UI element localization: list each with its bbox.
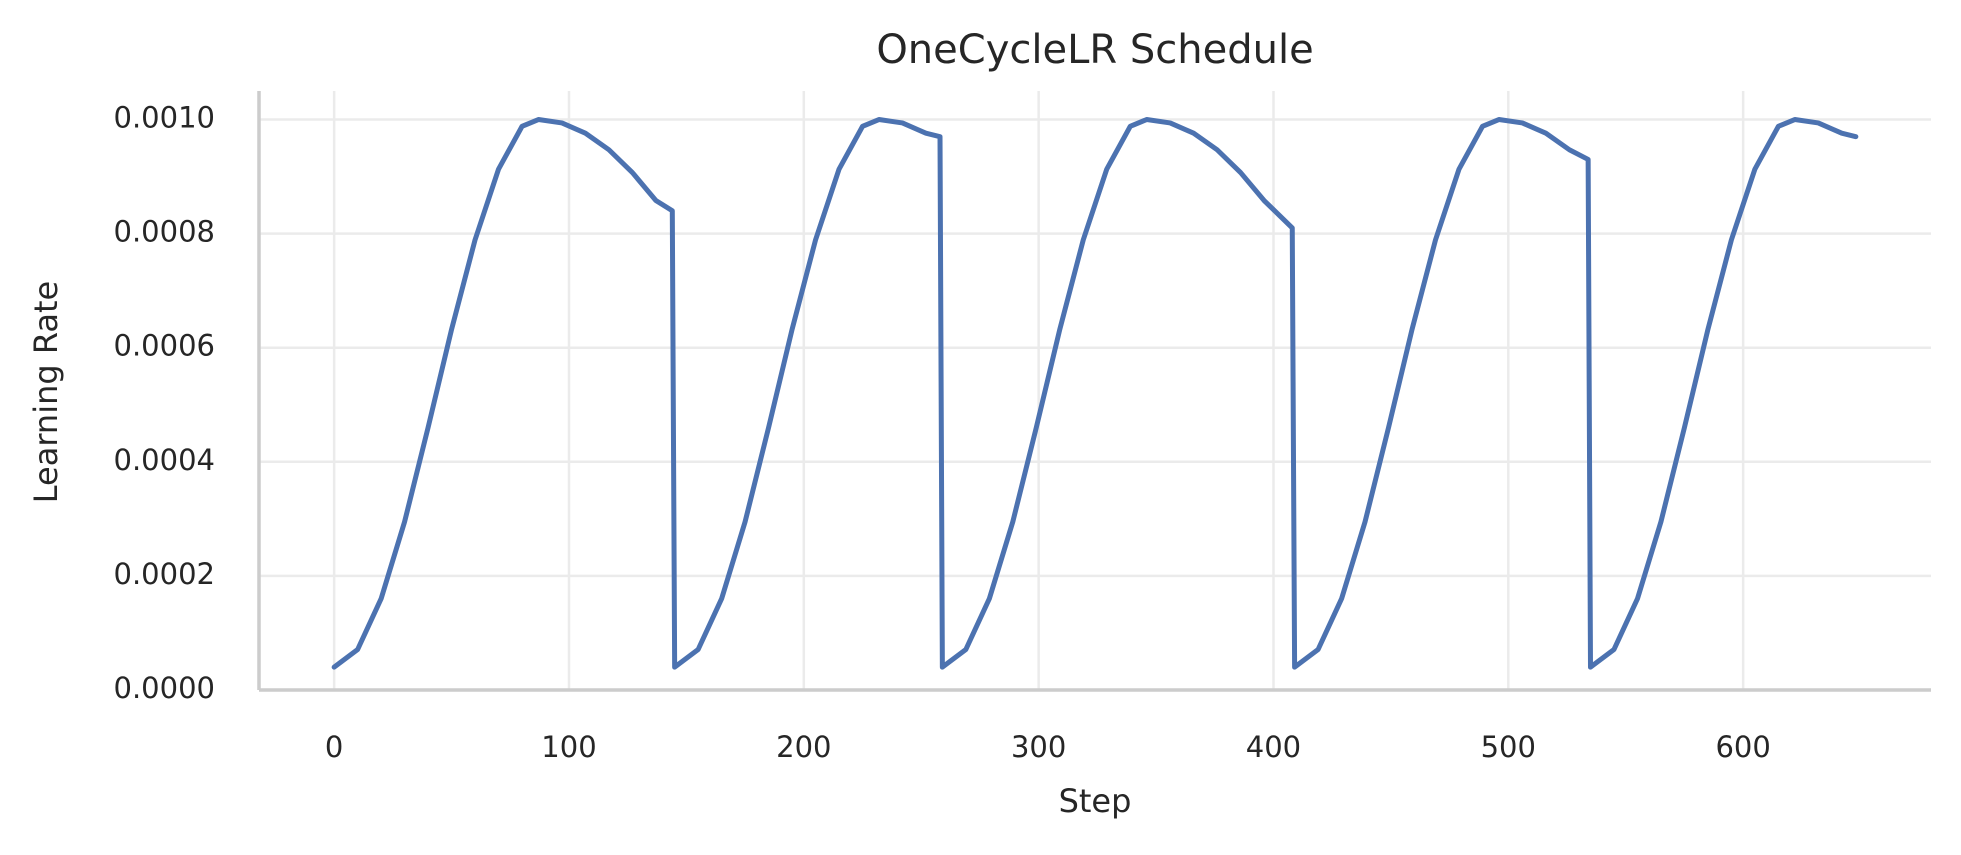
x-axis-label: Step xyxy=(1059,782,1132,820)
y-tick-label: 0.0002 xyxy=(114,557,215,591)
chart-title: OneCycleLR Schedule xyxy=(876,27,1313,73)
x-tick-label: 400 xyxy=(1246,730,1301,764)
x-tick-label: 600 xyxy=(1715,730,1770,764)
y-tick-label: 0.0010 xyxy=(114,101,215,135)
y-tick-label: 0.0008 xyxy=(114,215,215,249)
x-tick-label: 0 xyxy=(325,730,343,764)
line-series xyxy=(331,117,1859,670)
y-axis-label: Learning Rate xyxy=(27,281,65,503)
y-tick-label: 0.0000 xyxy=(114,671,215,705)
y-tick-label: 0.0004 xyxy=(114,443,215,477)
y-tick-label: 0.0006 xyxy=(114,329,215,363)
x-tick-label: 100 xyxy=(541,730,596,764)
x-tick-label: 500 xyxy=(1481,730,1536,764)
x-tick-label: 300 xyxy=(1011,730,1066,764)
x-tick-label: 200 xyxy=(776,730,831,764)
